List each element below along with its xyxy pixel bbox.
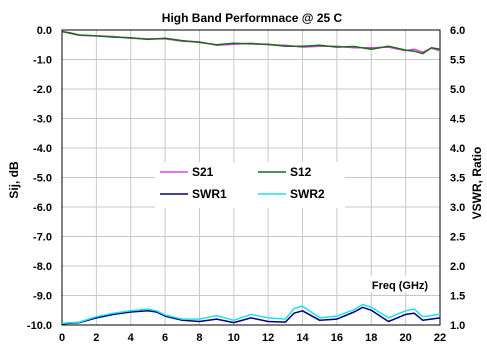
legend-label: S12 — [290, 165, 312, 179]
y2-tick-label: 3.5 — [450, 173, 465, 185]
y-tick-label: -8.0 — [33, 261, 52, 273]
x-tick-labels: 0 2 4 6 8 10 12 14 16 18 20 22 — [59, 332, 446, 344]
y2-tick-label: 4.5 — [450, 114, 465, 126]
x-tick-label: 22 — [434, 332, 446, 344]
x-tick-label: 4 — [128, 332, 135, 344]
x-tick-label: 18 — [365, 332, 377, 344]
y2-tick-label: 3.0 — [450, 202, 465, 214]
series-lines — [61, 30, 441, 325]
y2-tick-label: 1.5 — [450, 291, 465, 303]
y-tick-labels: 0.0 -1.0 -2.0 -3.0 -4.0 -5.0 -6.0 -7.0 -8.0 -9.0 -… — [27, 25, 52, 332]
plot-frame — [61, 29, 441, 326]
y-axis-label: Sij, dB — [7, 161, 21, 199]
y-tick-label: -9.0 — [33, 291, 52, 303]
x-axis-annotation: Freq (GHz) — [372, 280, 429, 292]
x-tick-label: 14 — [296, 332, 309, 344]
y-tick-label: -7.0 — [33, 232, 52, 244]
annotation-background — [367, 276, 433, 292]
y-tick-label: -10.0 — [27, 320, 52, 332]
legend: S21 S12 SWR1 SWR2 — [155, 162, 345, 208]
y2-tick-label: 6.0 — [450, 25, 465, 37]
x-tick-label: 8 — [196, 332, 202, 344]
chart-title: High Band Performnace @ 25 C — [162, 11, 343, 25]
series-line-swr1 — [61, 306, 441, 325]
x-tick-label: 16 — [331, 332, 343, 344]
y-tick-label: -1.0 — [33, 55, 52, 67]
y2-tick-label: 1.0 — [450, 320, 465, 332]
y2-tick-label: 2.0 — [450, 261, 465, 273]
x-tick-label: 2 — [93, 332, 99, 344]
y2-tick-label: 2.5 — [450, 232, 465, 244]
y-tick-label: 0.0 — [37, 25, 52, 37]
y2-tick-labels: 6.0 5.5 5.0 4.5 4.0 3.5 3.0 2.5 2.0 1.5 1.0 — [450, 25, 465, 332]
series-line-s21 — [61, 30, 441, 53]
y-tick-label: -6.0 — [33, 202, 52, 214]
x-tick-label: 12 — [262, 332, 274, 344]
y-tick-label: -4.0 — [33, 143, 52, 155]
legend-box — [155, 162, 345, 208]
legend-label: S21 — [192, 165, 214, 179]
y2-tick-label: 4.0 — [450, 143, 465, 155]
y-tick-label: -5.0 — [33, 173, 52, 185]
series-line-swr2 — [61, 303, 441, 324]
x-tick-label: 6 — [162, 332, 168, 344]
y-tick-label: -3.0 — [33, 114, 52, 126]
x-tick-label: 0 — [59, 332, 65, 344]
legend-label: SWR2 — [290, 187, 325, 201]
y2-axis-label: VSWR, Ratio — [470, 147, 484, 220]
legend-label: SWR1 — [192, 187, 227, 201]
series-line-s12 — [61, 30, 441, 55]
y2-tick-label: 5.5 — [450, 55, 465, 67]
y-tick-label: -2.0 — [33, 84, 52, 96]
x-tick-label: 10 — [228, 332, 240, 344]
y2-tick-label: 5.0 — [450, 84, 465, 96]
x-tick-label: 20 — [400, 332, 412, 344]
